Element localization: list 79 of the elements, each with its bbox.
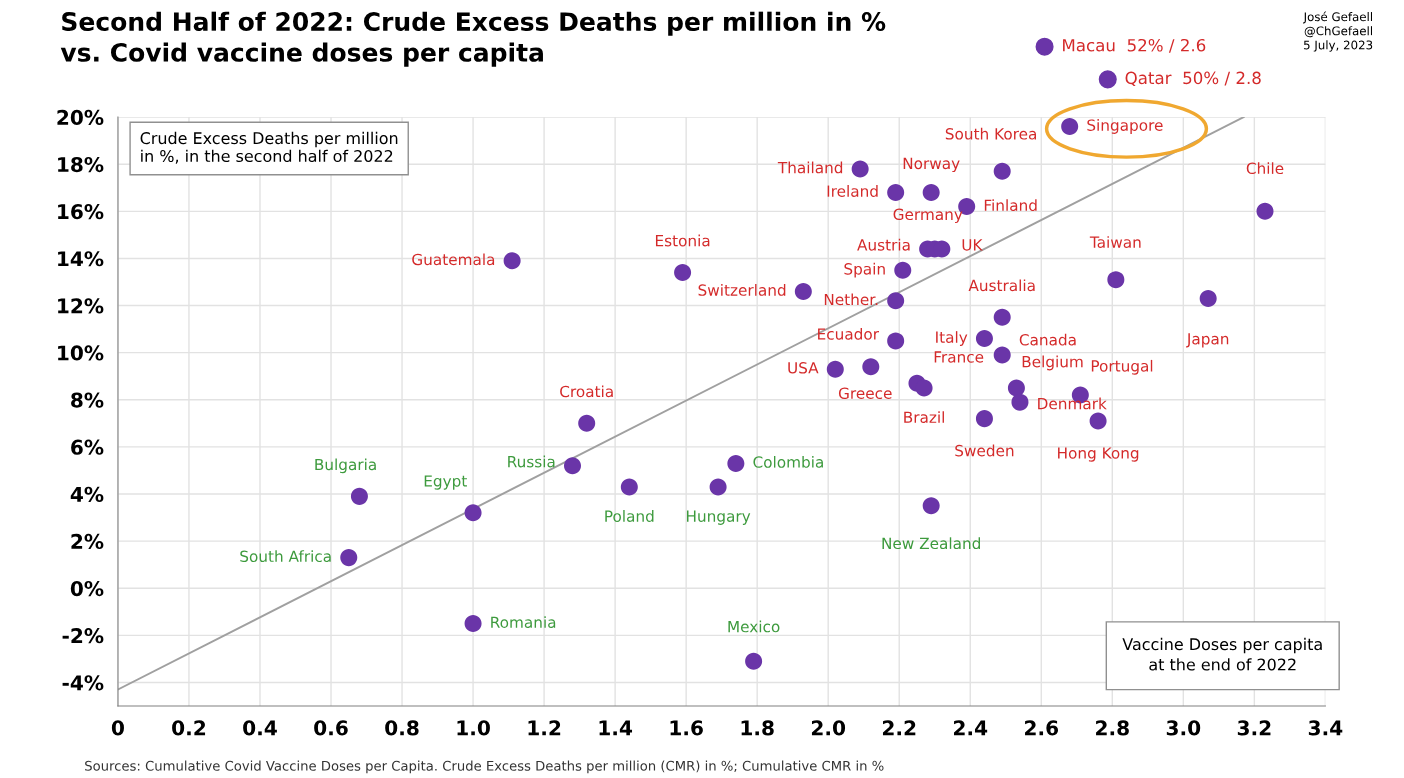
x-tick-label: 0.6 (314, 720, 348, 736)
x-tick-label: 1.2 (528, 720, 561, 736)
data-label: Germany (893, 208, 963, 224)
x-tick-label: 2.4 (954, 720, 988, 736)
x-tick-label: 3.2 (1237, 720, 1271, 736)
data-label: Ecuador (818, 327, 879, 340)
data-label: South Korea (945, 127, 1036, 140)
data-label: Hong Kong (1058, 447, 1139, 462)
data-label: Hungary (686, 510, 751, 525)
x-tick-label: 1.0 (457, 720, 490, 736)
x-tick-label: 0.8 (385, 720, 419, 736)
data-label: Taiwan (1089, 236, 1141, 248)
data-label: Belgium (1022, 355, 1083, 371)
data-label: Brazil (904, 411, 944, 423)
data-label: Finland (984, 199, 1037, 212)
data-label: Romania (491, 616, 556, 629)
data-label: Australia (968, 279, 1035, 292)
x-tick-label: 1.6 (670, 720, 703, 736)
data-label: Norway (903, 157, 960, 173)
x-tick-label: 3.0 (1166, 720, 1201, 736)
text: Macau 52% / 2.6 (1063, 38, 1206, 53)
text: Qatar 50% / 2.8 (1125, 71, 1261, 87)
data-label: Bulgaria (315, 458, 376, 474)
data-label: Egypt (424, 475, 467, 490)
y-tick-label: 20% (57, 109, 104, 126)
data-label: Denmark (1038, 397, 1107, 410)
x-tick-label: 1.4 (599, 720, 633, 736)
y-tick-label: -4% (62, 675, 104, 691)
x-tick-label: 0.2 (172, 720, 206, 736)
data-label: Spain (844, 262, 885, 278)
x-tick-label: 0 (111, 720, 124, 736)
data-label: Sweden (955, 444, 1014, 457)
x-axis-title: Vaccine Doses per capita at the end of 2022 (1122, 637, 1322, 671)
source-note: Sources: Cumulative Covid Vaccine Doses per Capita. Crude Excess Deaths per million (CMR) in %; Cumulative CMR in % (85, 760, 884, 774)
data-label: Poland (605, 510, 654, 522)
chart-title: Second Half of 2022: Crude Excess Deaths per million in % vs. Covid vaccine doses per capita (60, 11, 886, 67)
y-tick-label: 18% (58, 156, 104, 173)
data-label: Estonia (655, 234, 710, 247)
data-label: Croatia (560, 385, 613, 398)
y-tick-label: 0% (70, 580, 104, 597)
y-axis-title: Crude Excess Deaths per million in %, in the second half of 2022 (140, 131, 398, 164)
y-tick-label: 10% (58, 345, 104, 361)
x-tick-label: 2.8 (1096, 720, 1129, 736)
data-label: Colombia (753, 456, 823, 468)
data-label: Switzerland (698, 284, 786, 296)
y-tick-label: 4% (70, 486, 104, 502)
y-tick-label: 16% (58, 204, 104, 220)
y-tick-label: 6% (71, 439, 104, 455)
data-label: South Africa (240, 550, 331, 563)
y-tick-label: 12% (58, 298, 104, 314)
x-tick-label: 1.8 (741, 720, 774, 736)
data-label: Thailand (777, 161, 843, 174)
data-label: Italy (936, 331, 968, 346)
y-tick-label: 14% (58, 251, 104, 267)
data-label: Guatemala (412, 253, 495, 266)
data-label: Greece (838, 387, 892, 400)
data-label: France (934, 351, 984, 363)
data-label: Japan (1186, 333, 1229, 348)
data-label: Canada (1019, 333, 1076, 346)
data-label: Singapore (1087, 119, 1163, 134)
y-tick-label: 8% (71, 392, 104, 408)
data-label: Nether. (824, 293, 878, 306)
x-tick-label: 0.4 (243, 720, 277, 736)
data-label: UK (962, 239, 983, 251)
data-label: Ireland (827, 185, 878, 197)
x-tick-label: 2.0 (811, 720, 846, 736)
data-label: USA (788, 362, 819, 374)
x-tick-label: 3.4 (1308, 720, 1343, 736)
x-tick-label: 2.6 (1025, 720, 1059, 736)
x-tick-label: 2.2 (882, 720, 916, 736)
y-tick-label: 2% (71, 533, 104, 550)
data-label: Chile (1246, 162, 1284, 175)
data-label: Russia (508, 455, 555, 468)
data-label: Portugal (1091, 359, 1153, 375)
data-label: Austria (857, 238, 910, 251)
text: José Gefaell @ChGefaell 5 July, 2023 (1303, 11, 1373, 52)
data-label: Mexico (728, 620, 780, 633)
y-tick-label: -2% (62, 628, 104, 644)
data-label: New Zealand (882, 537, 980, 550)
